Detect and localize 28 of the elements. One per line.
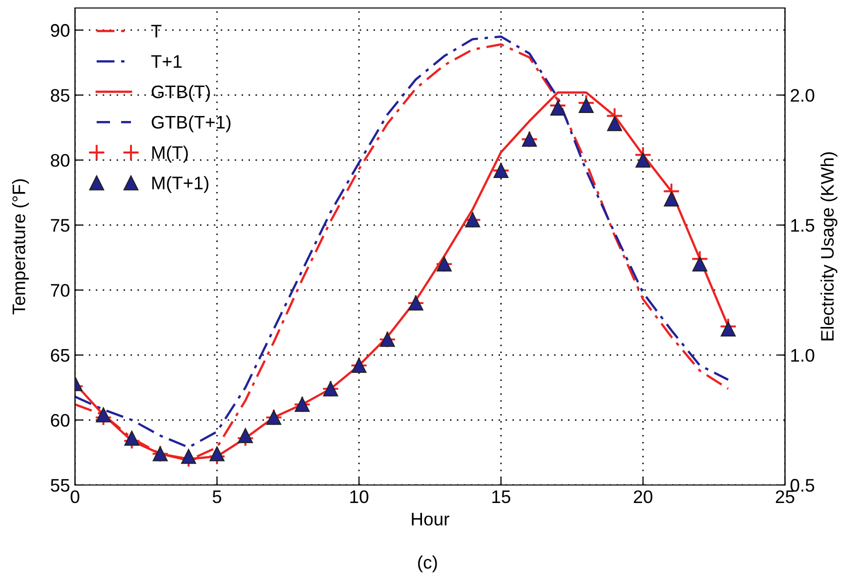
legend-label: GTB(T) <box>152 84 210 102</box>
y-tick-label: 75 <box>50 219 70 232</box>
legend-label: T+1 <box>151 55 182 68</box>
legend-label: GTB(T+1) <box>152 115 230 132</box>
legend-label: M(T) <box>152 146 188 163</box>
y-tick-label: 65 <box>50 348 70 362</box>
y-tick-label: 55 <box>50 479 70 492</box>
y-tick-label: 60 <box>50 414 70 427</box>
y2-axis-title: Electricity Usage (KWh) <box>820 152 838 340</box>
x-tick-label: 0 <box>70 490 80 504</box>
x-axis-title: Hour <box>412 512 450 526</box>
x-tick-label: 15 <box>492 490 510 504</box>
x-tick-label: 20 <box>634 490 652 504</box>
y2-tick-label: 2.0 <box>790 89 814 102</box>
y2-tick-label: 1.5 <box>791 219 814 232</box>
x-tick-label: 5 <box>212 490 222 504</box>
text: (c) <box>418 555 437 572</box>
y2-tick-label: 1.0 <box>791 348 814 362</box>
x-tick-label: 10 <box>350 490 368 504</box>
y-tick-label: 70 <box>50 284 70 297</box>
y-axis-title: Temperature (°F) <box>12 179 29 314</box>
y-tick-label: 80 <box>50 154 70 167</box>
y-tick-label: 85 <box>50 89 70 102</box>
y2-tick-label: 0.5 <box>790 478 814 492</box>
y-tick-label: 90 <box>50 24 70 37</box>
legend-label: M(T+1) <box>152 176 208 193</box>
x-tick-label: 25 <box>776 490 794 504</box>
legend-label: T <box>151 24 162 38</box>
